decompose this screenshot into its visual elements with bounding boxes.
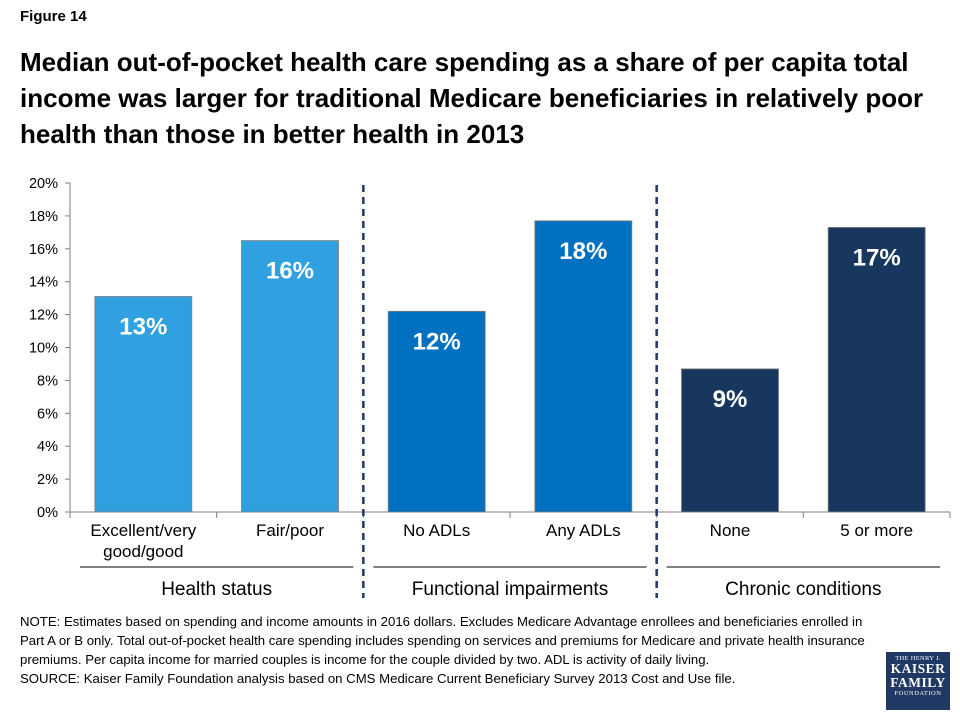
source-text: SOURCE: Kaiser Family Foundation analysi… [20, 671, 736, 686]
bar-data-label: 13% [119, 314, 167, 341]
x-category-label: Fair/poor [256, 521, 324, 540]
y-tick-label: 10% [29, 341, 58, 357]
bar-data-label: 17% [853, 244, 901, 271]
y-tick-label: 0% [37, 505, 58, 521]
group-label: Health status [161, 579, 272, 600]
note-text: NOTE: Estimates based on spending and in… [20, 614, 865, 667]
bar-data-label: 16% [266, 258, 314, 285]
group-label: Functional impairments [412, 579, 608, 600]
y-tick-label: 2% [37, 472, 58, 488]
x-category-label: No ADLs [403, 521, 470, 540]
bar [387, 310, 486, 513]
y-tick-label: 16% [29, 242, 58, 258]
bar [241, 240, 339, 513]
y-tick-label: 4% [37, 439, 58, 455]
figure-label: Figure 14 [20, 8, 87, 25]
logo-bottom-text: FOUNDATION [894, 690, 942, 697]
logo-line-2: FAMILY [890, 675, 946, 690]
bar [94, 296, 193, 513]
logo-top-text: THE HENRY J. [895, 655, 941, 662]
y-tick-label: 14% [29, 275, 58, 291]
x-category-label: Any ADLs [546, 521, 621, 540]
bar-data-label: 12% [413, 328, 461, 355]
x-category-label: Excellent/very [90, 521, 196, 540]
logo-line-1: KAISER [890, 661, 946, 676]
bar [681, 368, 779, 513]
bar-chart: 0% 2% 4% 6% 8% 10% 12% 14% 16% 18% 20% 13% Excellent… [29, 176, 951, 600]
notes: NOTE: Estimates based on spending and in… [20, 612, 870, 688]
y-tick-label: 6% [37, 406, 58, 422]
bar-data-label: 18% [559, 238, 607, 265]
x-category-label: good/good [103, 542, 183, 561]
group-label: Chronic conditions [725, 579, 881, 600]
y-tick-label: 8% [37, 373, 58, 389]
bar [827, 227, 926, 513]
y-tick-label: 20% [29, 176, 58, 192]
chart-title: Median out-of-pocket health care spendin… [20, 47, 924, 149]
y-tick-label: 12% [29, 308, 58, 324]
bar-data-label: 9% [713, 386, 748, 413]
x-category-label: None [710, 521, 751, 540]
bar [534, 220, 633, 513]
y-tick-label: 18% [29, 209, 58, 225]
kff-logo: THE HENRY J. KAISER FAMILY FOUNDATION [886, 652, 950, 710]
x-category-label: 5 or more [840, 521, 913, 540]
